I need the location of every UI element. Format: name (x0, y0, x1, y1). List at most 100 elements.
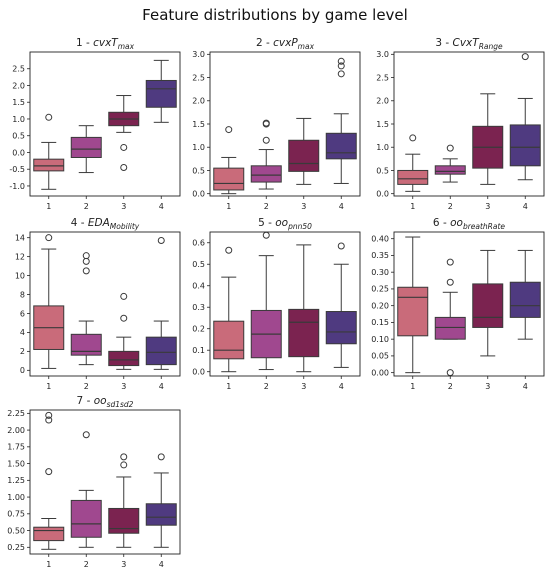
y-tick-label: 1.5 (12, 98, 25, 107)
y-tick-label: 12 (15, 252, 25, 261)
box-level-2 (70, 252, 102, 366)
iqr-box (509, 281, 541, 318)
axes-frame (393, 231, 545, 377)
y-tick-label: 0.4 (192, 282, 205, 291)
box-level-3 (108, 453, 140, 548)
y-tick-label: 2.00 (7, 426, 25, 435)
panel-title-prefix: 3 - (435, 37, 452, 49)
box-level-3 (472, 93, 504, 185)
y-tick-label: 14 (15, 233, 25, 242)
x-tick-label: 2 (448, 382, 453, 391)
iqr-box (509, 124, 541, 167)
outlier-point (45, 411, 53, 419)
panel-6: 6 - oobreathRate 0.00 0.05 0.10 0.15 0.20 0.25… (371, 217, 545, 391)
box-level-4 (325, 242, 357, 368)
axes-frame (29, 409, 181, 555)
y-tick-label: -0.5 (9, 165, 25, 174)
panel-title-prefix: 4 - (71, 217, 88, 229)
box-level-4 (145, 59, 177, 123)
outlier-point (82, 252, 90, 260)
iqr-box (213, 320, 245, 360)
panel-title-variable: CvxT (453, 37, 481, 49)
panel-title: 5 - oopnn50 (258, 217, 312, 231)
y-tick-label: 0.0 (12, 148, 25, 157)
iqr-box (108, 507, 140, 534)
box-level-2 (250, 119, 282, 190)
y-tick-label: 0.40 (371, 234, 389, 243)
y-tick-label: 1.50 (7, 459, 25, 468)
panel-title-prefix: 6 - (433, 217, 450, 229)
y-tick-label: 0.35 (371, 251, 389, 260)
panel-title: 1 - cvxTmax (76, 37, 135, 51)
y-tick-label: 0.5 (12, 132, 25, 141)
iqr-box (33, 158, 65, 172)
panel-title: 2 - cvxPmax (256, 37, 315, 51)
outlier-point (120, 164, 128, 172)
y-tick-label: 0.00 (371, 368, 389, 377)
y-tick-label: 0.50 (7, 526, 25, 535)
panel-title-subscript: breathRate (463, 222, 505, 231)
x-tick-label: 2 (84, 202, 89, 211)
panel-title: 7 - oosd1sd2 (77, 395, 134, 409)
panel-2: 2 - cvxPmax 0.0 0.5 1.0 1.5 2.0 2.5 3.0 1 2 3 4 (192, 37, 361, 211)
x-tick-label: 4 (339, 382, 344, 391)
y-tick-label: 0.75 (7, 510, 25, 519)
y-tick-label: 3.0 (376, 50, 389, 59)
panel-title-subscript: Mobility (110, 222, 140, 231)
outlier-point (409, 134, 417, 142)
panel-title-prefix: 7 - (77, 395, 94, 407)
y-tick-label: 0.0 (192, 368, 205, 377)
y-tick-label: 4 (20, 328, 25, 337)
x-tick-label: 3 (485, 202, 490, 211)
x-tick-label: 1 (226, 202, 231, 211)
panel-title-variable: oo (275, 217, 288, 229)
outlier-point (337, 62, 345, 70)
iqr-box (33, 526, 65, 542)
x-tick-label: 2 (264, 202, 269, 211)
box-level-2 (70, 125, 102, 174)
x-tick-label: 3 (121, 560, 126, 569)
y-tick-label: 0.2 (192, 325, 205, 334)
outlier-point (157, 453, 165, 461)
x-tick-label: 3 (485, 382, 490, 391)
box-level-3 (108, 95, 140, 172)
outlier-point (225, 246, 233, 254)
y-tick-label: 1.5 (376, 120, 389, 129)
x-tick-label: 3 (121, 382, 126, 391)
x-tick-label: 1 (46, 560, 51, 569)
iqr-box (472, 283, 504, 328)
y-tick-label: 0.25 (371, 285, 389, 294)
panel-5: 5 - oopnn50 0.0 0.1 0.2 0.3 0.4 0.5 0.6 1 2 3 4 (192, 217, 361, 391)
x-tick-label: 1 (226, 382, 231, 391)
iqr-box (288, 139, 320, 172)
box-level-1 (33, 113, 65, 190)
axes-frame (29, 51, 181, 197)
x-tick-label: 2 (264, 382, 269, 391)
box-level-1 (397, 134, 429, 192)
x-tick-label: 2 (448, 202, 453, 211)
box-level-4 (325, 57, 357, 184)
outlier-point (337, 70, 345, 78)
outlier-point (225, 126, 233, 134)
outlier-point (120, 143, 128, 151)
panel-title: 3 - CvxTRange (435, 37, 503, 51)
outlier-point (120, 292, 128, 300)
iqr-box (70, 499, 102, 538)
iqr-box (288, 308, 320, 358)
panel-title: 4 - EDAMobility (71, 217, 140, 231)
y-tick-label: 6 (20, 309, 25, 318)
box-level-3 (472, 249, 504, 357)
y-tick-label: 0.3 (192, 303, 205, 312)
y-tick-label: 0.5 (192, 166, 205, 175)
box-level-4 (145, 237, 177, 370)
y-tick-label: 0.6 (192, 239, 205, 248)
box-level-2 (70, 431, 102, 548)
iqr-box (213, 167, 245, 191)
x-tick-label: 4 (339, 202, 344, 211)
box-level-1 (33, 411, 65, 550)
panel-title-subscript: max (298, 42, 315, 51)
x-tick-label: 1 (410, 382, 415, 391)
x-tick-label: 4 (523, 382, 528, 391)
panel-title-subscript: Range (479, 42, 503, 51)
